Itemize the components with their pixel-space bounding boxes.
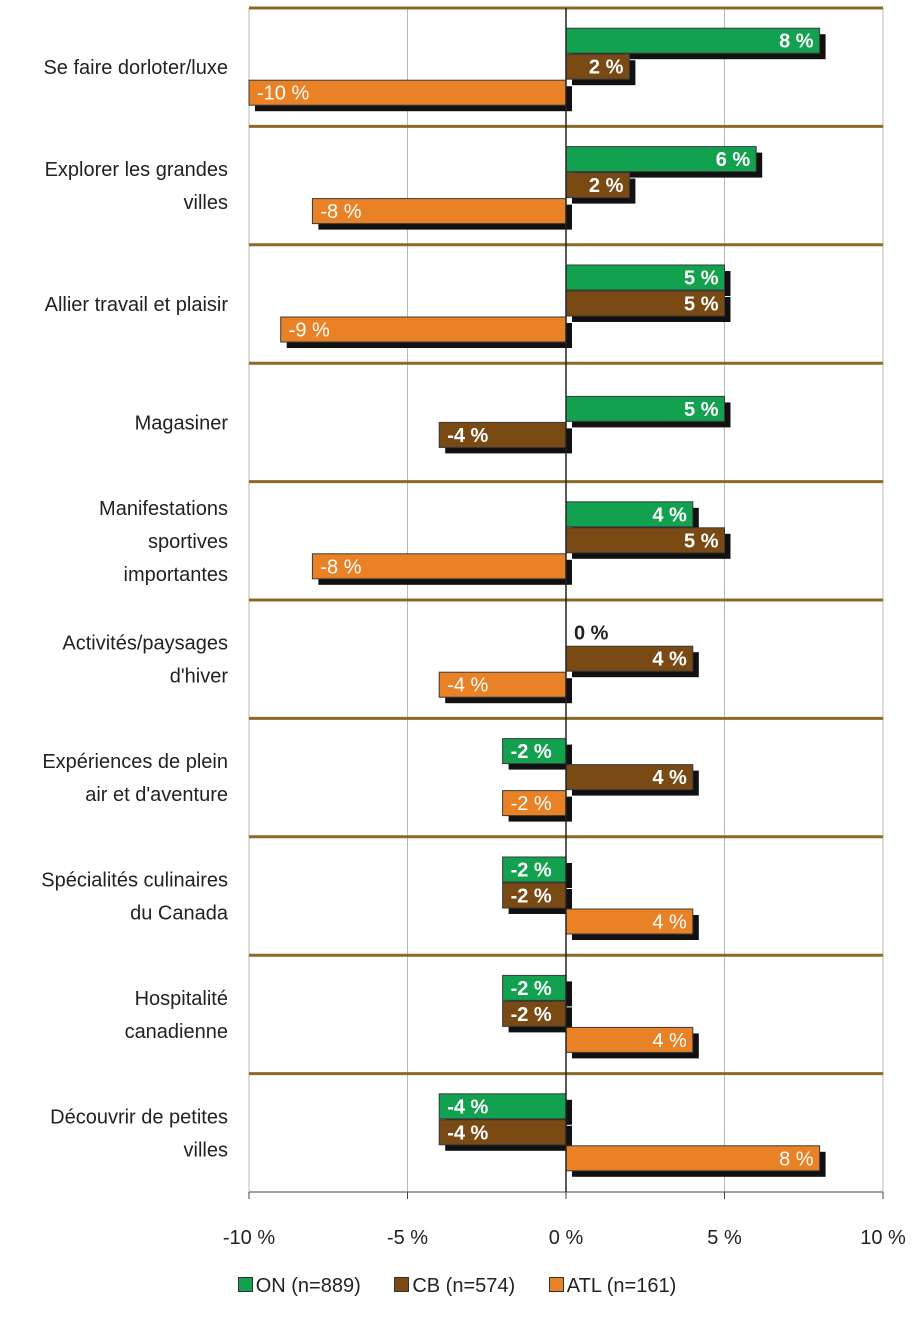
category-label: importantes	[124, 564, 229, 586]
bar-value-label: -10 %	[257, 83, 309, 105]
bar	[502, 790, 567, 817]
bar-value-label: 4 %	[652, 1030, 687, 1052]
bar-value-label: 5 %	[684, 268, 719, 290]
bar-value-label: -9 %	[289, 320, 330, 342]
bar	[565, 501, 694, 528]
bar-value-label: -4 %	[447, 1096, 488, 1118]
category-label: Activités/paysages	[62, 633, 228, 655]
bar	[502, 1000, 567, 1027]
bar-value-label: 0 %	[574, 623, 609, 645]
bar-value-label: -4 %	[447, 1122, 488, 1144]
category-label: Magasiner	[135, 412, 229, 434]
bar	[565, 146, 757, 173]
bar-value-label: -8 %	[320, 556, 361, 578]
bar-value-label: 4 %	[652, 767, 687, 789]
bar	[565, 645, 694, 672]
legend-swatch-atl	[548, 1277, 564, 1293]
bar	[502, 856, 567, 883]
category-label: villes	[184, 192, 228, 214]
bar	[565, 290, 725, 317]
bar	[565, 27, 821, 54]
bar-value-label: 4 %	[652, 649, 687, 671]
bar-value-label: -4 %	[447, 425, 488, 447]
category-label: Spécialités culinaires	[41, 870, 228, 892]
bar	[438, 421, 567, 448]
bar-value-label: -2 %	[511, 1004, 552, 1026]
legend-label-cb: CB (n=574)	[412, 1275, 516, 1297]
category-label: Manifestations	[99, 498, 228, 520]
bar	[280, 316, 567, 343]
x-tick-label: 0 %	[549, 1227, 584, 1249]
bar-value-label: 8 %	[779, 31, 814, 53]
bar-value-label: -2 %	[511, 886, 552, 908]
bar	[502, 738, 567, 765]
bar	[438, 1093, 567, 1120]
bar-value-label: -8 %	[320, 201, 361, 223]
category-label: Expériences de plein	[42, 751, 228, 773]
x-tick-label: -10 %	[223, 1227, 275, 1249]
x-tick-label: 5 %	[707, 1227, 742, 1249]
category-label: Découvrir de petites	[50, 1106, 228, 1128]
category-label: sportives	[148, 531, 228, 553]
category-label: air et d'aventure	[85, 784, 228, 806]
bar	[565, 395, 725, 422]
bar-value-label: -2 %	[511, 860, 552, 882]
bar-value-label: 5 %	[684, 294, 719, 316]
legend-label-atl: ATL (n=161)	[566, 1275, 677, 1297]
bar-value-label: 5 %	[684, 399, 719, 421]
category-label: Hospitalité	[135, 988, 228, 1010]
bar-value-label: -2 %	[511, 741, 552, 763]
bar	[502, 882, 567, 909]
legend-item-on: ON (n=889)	[237, 1275, 361, 1298]
bar	[565, 764, 694, 791]
legend-item-atl: ATL (n=161)	[548, 1275, 677, 1298]
bar-value-label: 4 %	[652, 504, 687, 526]
bar	[565, 527, 725, 554]
bar-value-label: 8 %	[779, 1148, 814, 1170]
bar-value-label: -4 %	[447, 675, 488, 697]
category-label: Se faire dorloter/luxe	[43, 57, 228, 79]
bar-value-label: 5 %	[684, 530, 719, 552]
chart-legend: ON (n=889) CB (n=574) ATL (n=161)	[0, 1275, 914, 1298]
bar	[565, 264, 725, 291]
category-label: du Canada	[130, 903, 229, 925]
bar-value-label: -2 %	[511, 978, 552, 1000]
bar-value-label: 2 %	[589, 57, 624, 79]
category-label: canadienne	[125, 1021, 228, 1043]
bar	[248, 79, 567, 106]
bar-value-label: 6 %	[716, 149, 751, 171]
bars-layer: 8 % 2 % -10 % 6 % 2 % -8 % 5 % 5 % -9 % 5 % -4 % 4 …	[248, 27, 826, 1177]
x-tick-label: 10 %	[860, 1227, 906, 1249]
category-label: d'hiver	[170, 666, 229, 688]
bar	[311, 553, 567, 580]
bar-value-label: -2 %	[511, 793, 552, 815]
bar	[565, 53, 630, 80]
legend-swatch-cb	[394, 1277, 410, 1293]
bar	[565, 1026, 694, 1053]
bar	[311, 198, 567, 225]
bar	[438, 1119, 567, 1146]
bar	[565, 1145, 821, 1172]
category-label: Explorer les grandes	[45, 159, 228, 181]
legend-swatch-on	[237, 1277, 253, 1293]
legend-item-cb: CB (n=574)	[394, 1275, 515, 1298]
bar-value-label: 4 %	[652, 912, 687, 934]
x-tick-label: -5 %	[387, 1227, 428, 1249]
bar-value-label: 2 %	[589, 175, 624, 197]
legend-label-on: ON (n=889)	[255, 1275, 361, 1297]
category-label: villes	[184, 1139, 228, 1161]
category-label: Allier travail et plaisir	[45, 294, 229, 316]
